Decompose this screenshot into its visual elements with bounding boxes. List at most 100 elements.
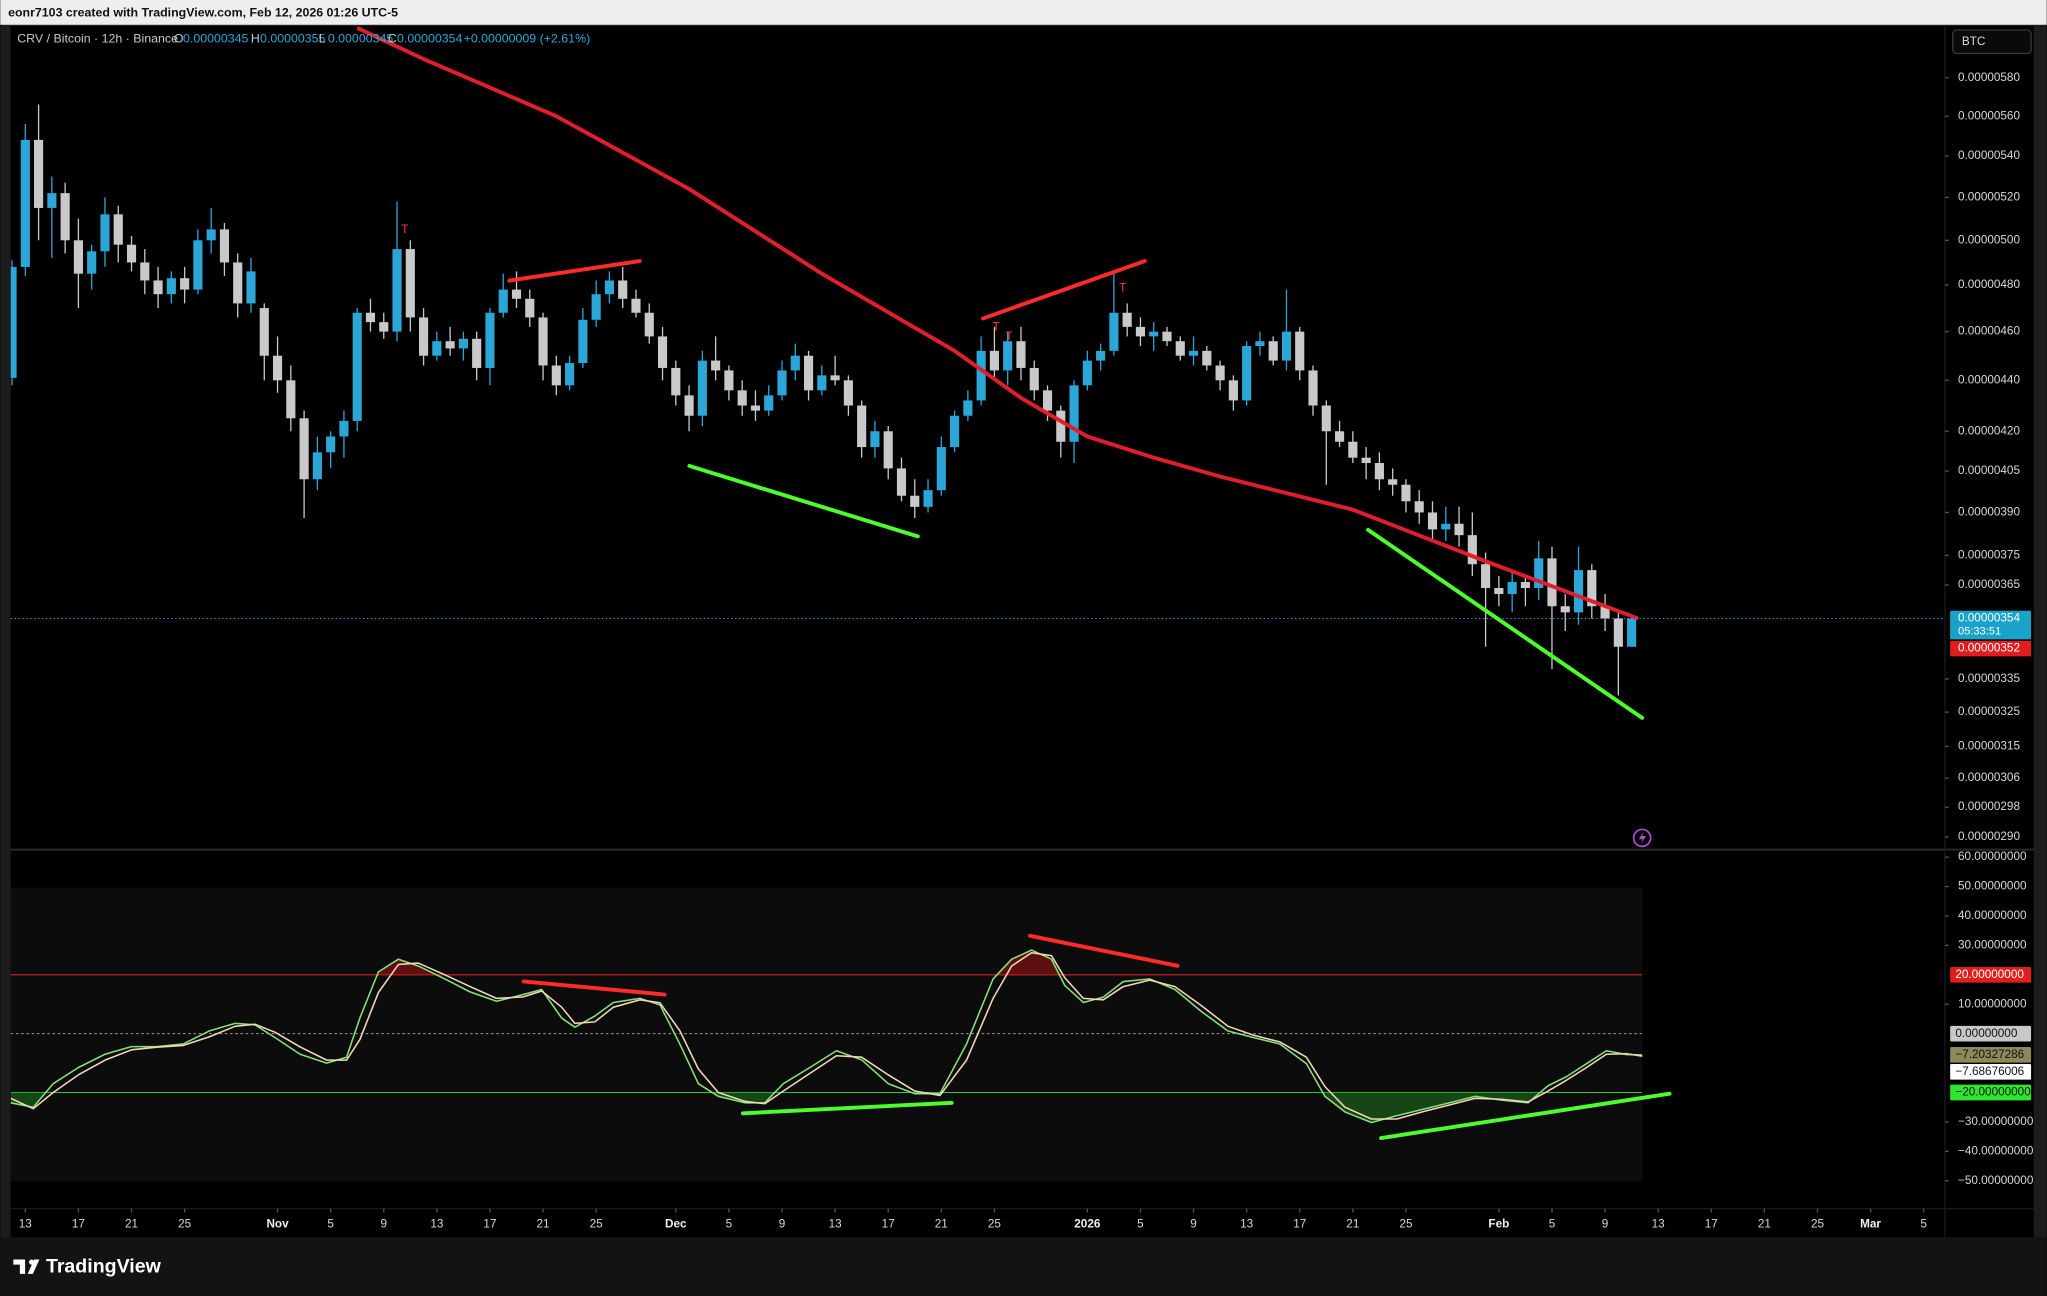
candle-body — [657, 336, 668, 368]
candle-body — [458, 338, 468, 349]
candle-body — [1627, 618, 1637, 647]
candle-body — [259, 308, 269, 356]
x-tick-label: 9 — [1190, 1217, 1197, 1230]
x-tick-label: 25 — [1811, 1217, 1825, 1230]
y-tick-label: 0.00000520 — [1958, 190, 2020, 203]
symbol-title: CRV / Bitcoin · 12h · Binance — [17, 31, 178, 45]
candle-body — [1029, 367, 1039, 391]
candle-body — [565, 363, 575, 386]
alert-icon-bolt[interactable] — [1638, 831, 1647, 845]
signal-marker: T — [1006, 330, 1013, 343]
trend-line — [1379, 1091, 1672, 1141]
candle-body — [1534, 558, 1544, 589]
level-label: 20.00000000 — [1955, 968, 2024, 981]
candle-body — [20, 139, 30, 267]
x-tick-label: Nov — [266, 1217, 289, 1230]
y-tick-label: 0.00000325 — [1958, 705, 2020, 718]
candle-body — [1268, 341, 1278, 361]
candle-body — [419, 317, 429, 356]
candle-body — [1016, 341, 1026, 368]
x-tick-label: 21 — [1346, 1217, 1359, 1230]
candle-body — [910, 495, 920, 507]
drawings — [507, 259, 1672, 1141]
y-tick-label: 0.00000420 — [1958, 424, 2020, 437]
candle-body — [989, 350, 999, 371]
y-tick-label: 0.00000375 — [1958, 549, 2020, 562]
last-value-box — [1950, 1063, 2032, 1080]
brand-name: TradingView — [46, 1255, 162, 1277]
candle-body — [432, 341, 442, 356]
signal-marker: T — [401, 223, 408, 236]
candle-body — [113, 214, 123, 245]
currency-label[interactable]: BTC — [1962, 35, 1986, 48]
candle-body — [1149, 331, 1159, 337]
y-tick-label: 0.00000560 — [1958, 109, 2020, 122]
candle-body — [1560, 606, 1570, 613]
legend-key: H — [251, 31, 260, 45]
candle-body — [34, 139, 44, 208]
candle-body — [1056, 410, 1066, 442]
candle-body — [551, 365, 561, 386]
oscillator-line — [10, 951, 1643, 1120]
candle-body — [126, 244, 137, 263]
candle-body — [1414, 501, 1424, 513]
x-tick-label: 13 — [430, 1217, 444, 1230]
candle-body — [1162, 331, 1172, 342]
x-tick-label: Dec — [665, 1217, 687, 1230]
x-tick-label: 2026 — [1074, 1217, 1101, 1230]
y-tick-label: 40.00000000 — [1958, 909, 2027, 922]
candle-body — [963, 400, 973, 416]
trend-line — [981, 259, 1147, 321]
candle-body — [1335, 431, 1345, 442]
last-value-label: −7.20327286 — [1955, 1048, 2024, 1061]
x-tick-label: 5 — [726, 1217, 733, 1230]
candle-body — [591, 294, 601, 320]
candle-body — [193, 240, 203, 290]
candle-body — [790, 355, 800, 371]
candle-body — [1242, 346, 1252, 401]
candle-body — [140, 262, 150, 281]
x-tick-label: 17 — [882, 1217, 895, 1230]
candle-body — [950, 415, 960, 448]
candle-body — [87, 251, 97, 274]
x-tick-label: 9 — [380, 1217, 387, 1230]
candle-body — [671, 367, 681, 396]
candle-body — [379, 322, 389, 332]
y-tick-label: 10.00000000 — [1958, 997, 2027, 1010]
trend-line — [687, 463, 920, 539]
x-tick-label: 5 — [1137, 1217, 1144, 1230]
candle-body — [1321, 405, 1331, 432]
candle-body — [923, 490, 933, 507]
alert-icon[interactable] — [1632, 828, 1652, 848]
level-box — [1950, 1084, 2032, 1101]
y-tick-label: 50.00000000 — [1958, 880, 2027, 893]
candle-body — [219, 229, 230, 263]
x-tick-label: 25 — [178, 1217, 192, 1230]
y-tick-label: −30.00000000 — [1958, 1115, 2034, 1128]
candle-body — [60, 193, 70, 241]
candle-body — [711, 360, 721, 371]
candle-body — [936, 447, 946, 491]
candle-body — [246, 271, 256, 304]
y-tick-label: −50.00000000 — [1958, 1174, 2034, 1187]
change-text: +0.00000009 (+2.61%) — [464, 31, 591, 45]
candle-body — [1361, 457, 1371, 464]
candle-body — [472, 338, 482, 368]
last-value-box — [1950, 1047, 2032, 1063]
candle-body — [1069, 385, 1079, 442]
currency-button[interactable] — [1952, 29, 2032, 55]
legend-value: 0.00000355 — [260, 31, 325, 45]
legend-value: 0.00000345 — [328, 31, 393, 45]
x-tick-label: 17 — [72, 1217, 85, 1230]
candle-body — [1109, 312, 1119, 351]
signal-marker: T — [1119, 282, 1126, 295]
candle-body — [857, 405, 867, 448]
y-tick-label: 0.00000580 — [1958, 71, 2020, 84]
candle-body — [1401, 484, 1411, 502]
x-tick-label: 25 — [1399, 1217, 1413, 1230]
y-tick-label: 60.00000000 — [1958, 850, 2027, 863]
candle-body — [1481, 564, 1491, 589]
candle-body — [1454, 523, 1464, 536]
